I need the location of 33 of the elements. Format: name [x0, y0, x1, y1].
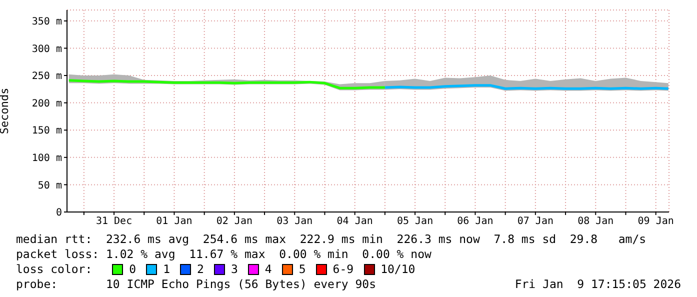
text: Fri Jan 9 17:15:05 2026: [514, 277, 681, 292]
text: median rtt: 232.6 ms avg 254.6 ms max 222.9 ms min 226.3 ms now 7.8 ms sd 29.8 am/s: [16, 232, 648, 247]
x-tick-label: 08 Jan: [578, 216, 614, 228]
legend-title: loss color:: [16, 262, 92, 277]
x-tick-label: 05 Jan: [396, 216, 434, 228]
x-tick-label: 09 Jan: [638, 216, 674, 228]
x-tick-label: 06 Jan: [457, 216, 494, 228]
y-tick-label: 50 m: [38, 180, 62, 192]
x-tick-label: 07 Jan: [517, 216, 554, 228]
legend-label: 4: [264, 262, 272, 277]
y-tick-label: 0: [56, 208, 62, 219]
x-tick-label: 31 Dec: [96, 216, 132, 228]
y-tick-label: 150 m: [32, 126, 62, 137]
y-tick-label: 350 m: [32, 16, 62, 28]
x-tick-label: 02 Jan: [216, 216, 252, 228]
y-axis-title: Seconds: [0, 88, 11, 134]
line-series: [68, 79, 386, 90]
x-tick-label: 01 Jan: [156, 216, 192, 228]
y-tick-label: 250 m: [32, 71, 62, 82]
legend-label: 10/10: [380, 262, 416, 277]
text: packet loss: 1.02 % avg 11.67 % max 0.00 % min 0.00 % now: [16, 247, 432, 262]
x-tick-label: 03 Jan: [276, 216, 313, 228]
legend-label: 1: [163, 262, 170, 277]
y-tick-label: 100 m: [32, 152, 62, 164]
legend-label: 0: [129, 262, 136, 277]
legend-label: 6-9: [332, 262, 354, 277]
legend-label: 2: [197, 262, 204, 277]
legend-label: 3: [230, 262, 238, 277]
x-tick-label: 04 Jan: [336, 216, 373, 228]
text: probe: 10 ICMP Echo Pings (56 Bytes) every 90s: [16, 277, 376, 292]
y-tick-label: 300 m: [32, 44, 62, 55]
y-tick-label: 200 m: [32, 98, 62, 110]
legend-label: 5: [298, 262, 306, 277]
